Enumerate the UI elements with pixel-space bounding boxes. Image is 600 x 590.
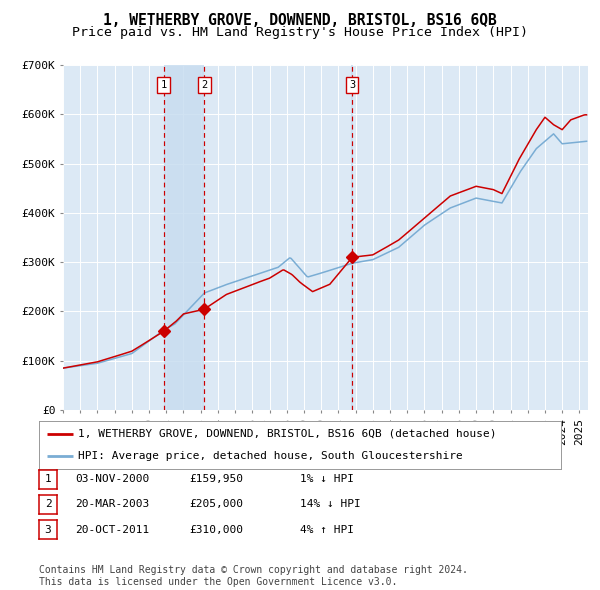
Text: Price paid vs. HM Land Registry's House Price Index (HPI): Price paid vs. HM Land Registry's House … [72,26,528,39]
Text: 4% ↑ HPI: 4% ↑ HPI [300,525,354,535]
Text: 20-OCT-2011: 20-OCT-2011 [75,525,149,535]
Text: 3: 3 [44,525,52,535]
Text: 03-NOV-2000: 03-NOV-2000 [75,474,149,484]
Text: 1, WETHERBY GROVE, DOWNEND, BRISTOL, BS16 6QB: 1, WETHERBY GROVE, DOWNEND, BRISTOL, BS1… [103,13,497,28]
Text: 2: 2 [44,500,52,509]
Text: 2: 2 [202,80,208,90]
Text: 1: 1 [160,80,167,90]
Text: Contains HM Land Registry data © Crown copyright and database right 2024.
This d: Contains HM Land Registry data © Crown c… [39,565,468,587]
Text: £205,000: £205,000 [189,500,243,509]
Bar [164,65,205,410]
Text: HPI: Average price, detached house, South Gloucestershire: HPI: Average price, detached house, Sout… [78,451,463,461]
Bar [352,65,353,410]
Text: 20-MAR-2003: 20-MAR-2003 [75,500,149,509]
Text: 14% ↓ HPI: 14% ↓ HPI [300,500,361,509]
Text: 1% ↓ HPI: 1% ↓ HPI [300,474,354,484]
Text: 3: 3 [349,80,355,90]
Text: £310,000: £310,000 [189,525,243,535]
Text: £159,950: £159,950 [189,474,243,484]
Text: 1, WETHERBY GROVE, DOWNEND, BRISTOL, BS16 6QB (detached house): 1, WETHERBY GROVE, DOWNEND, BRISTOL, BS1… [78,429,497,439]
Text: 1: 1 [44,474,52,484]
